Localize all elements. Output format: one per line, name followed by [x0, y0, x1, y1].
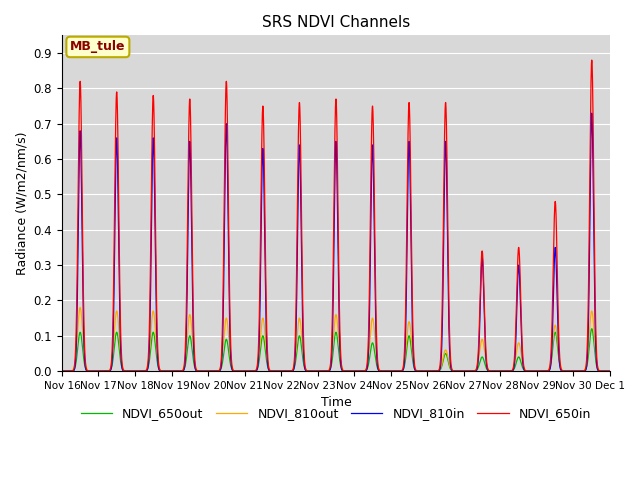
NDVI_810out [606, 368, 614, 374]
Y-axis label: Radiance (W/m2/nm/s): Radiance (W/m2/nm/s) [15, 132, 28, 275]
NDVI_650out [263, 361, 271, 367]
NDVI_650in [170, 368, 177, 374]
NDVI_650out [175, 368, 183, 374]
NDVI_650in [58, 368, 66, 374]
NDVI_810in [490, 368, 497, 374]
NDVI_810out [424, 368, 431, 374]
NDVI_810out [58, 368, 66, 374]
NDVI_650out [412, 367, 419, 373]
Line: NDVI_650in: NDVI_650in [62, 60, 610, 371]
NDVI_650in [263, 339, 271, 345]
Line: NDVI_810out: NDVI_810out [62, 308, 610, 371]
NDVI_810out [412, 366, 419, 372]
Line: NDVI_810in: NDVI_810in [62, 113, 610, 371]
NDVI_810in [604, 368, 612, 374]
NDVI_810in [170, 368, 177, 374]
Title: SRS NDVI Channels: SRS NDVI Channels [262, 15, 410, 30]
NDVI_650in [604, 368, 612, 374]
NDVI_810in [58, 368, 66, 374]
Line: NDVI_650out: NDVI_650out [62, 329, 610, 371]
X-axis label: Time: Time [321, 396, 351, 409]
NDVI_650in [490, 368, 497, 374]
Legend: NDVI_650out, NDVI_810out, NDVI_810in, NDVI_650in: NDVI_650out, NDVI_810out, NDVI_810in, ND… [76, 402, 596, 425]
NDVI_650in [460, 368, 468, 374]
NDVI_650out [58, 368, 66, 374]
NDVI_650out [606, 368, 614, 374]
NDVI_810in [175, 368, 183, 374]
NDVI_810out [170, 368, 177, 374]
NDVI_810in [412, 368, 419, 373]
NDVI_810out [263, 355, 271, 361]
NDVI_650out [460, 368, 468, 374]
NDVI_650in [588, 57, 596, 63]
NDVI_810out [604, 368, 612, 374]
NDVI_650out [604, 368, 612, 374]
NDVI_810out [490, 368, 497, 374]
NDVI_810out [76, 305, 84, 311]
NDVI_810out [175, 368, 183, 374]
NDVI_650out [490, 368, 497, 374]
NDVI_650in [175, 368, 183, 374]
NDVI_810in [588, 110, 596, 116]
NDVI_650out [588, 326, 596, 332]
NDVI_650in [412, 367, 419, 372]
NDVI_650in [606, 368, 614, 374]
NDVI_810in [606, 368, 614, 374]
Text: MB_tule: MB_tule [70, 40, 125, 53]
NDVI_810in [497, 368, 504, 374]
NDVI_650out [170, 368, 177, 374]
NDVI_810in [263, 353, 271, 359]
